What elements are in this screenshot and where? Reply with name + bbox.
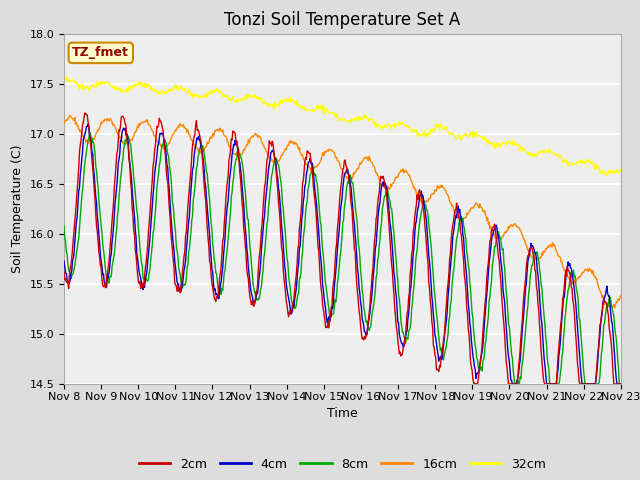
Title: Tonzi Soil Temperature Set A: Tonzi Soil Temperature Set A [224, 11, 461, 29]
X-axis label: Time: Time [327, 407, 358, 420]
Text: TZ_fmet: TZ_fmet [72, 47, 129, 60]
Legend: 2cm, 4cm, 8cm, 16cm, 32cm: 2cm, 4cm, 8cm, 16cm, 32cm [134, 453, 551, 476]
Y-axis label: Soil Temperature (C): Soil Temperature (C) [11, 144, 24, 273]
